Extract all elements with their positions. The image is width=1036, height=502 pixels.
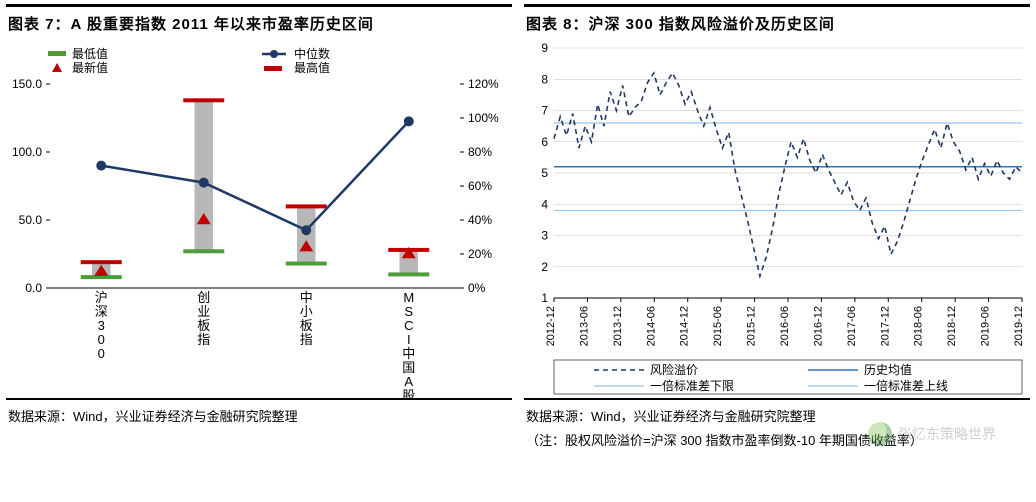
svg-text:M: M [403,290,414,305]
svg-text:2012-12: 2012-12 [545,306,557,346]
svg-text:2018-12: 2018-12 [946,306,958,346]
svg-text:2013-06: 2013-06 [578,306,590,346]
wechat-icon [868,422,892,446]
svg-text:0.0: 0.0 [25,281,42,295]
svg-text:最新值: 最新值 [72,60,108,75]
svg-text:历史均值: 历史均值 [864,362,912,377]
chart-left: 最低值最新值 中位数最高值 0.0 50.0 100.0 150.0 0% 20% 40% 60%… [6,38,512,398]
svg-text:6: 6 [541,135,548,149]
svg-text:最低值: 最低值 [72,46,108,61]
svg-text:60%: 60% [468,179,492,193]
svg-text:股: 股 [402,388,415,398]
svg-text:C: C [404,318,413,333]
svg-text:风险溢价: 风险溢价 [650,362,698,377]
svg-text:0%: 0% [468,281,486,295]
svg-text:4: 4 [541,197,548,211]
svg-text:3: 3 [541,229,548,243]
svg-text:一倍标准差下限: 一倍标准差下限 [650,378,734,393]
svg-text:国: 国 [402,360,415,375]
svg-text:50.0: 50.0 [19,213,43,227]
svg-text:中位数: 中位数 [294,46,330,61]
svg-text:5: 5 [541,166,548,180]
svg-text:150.0: 150.0 [12,77,42,91]
svg-text:创: 创 [197,290,210,305]
svg-text:2019-06: 2019-06 [980,306,992,346]
svg-text:120%: 120% [468,77,499,91]
svg-text:2015-06: 2015-06 [712,306,724,346]
svg-text:80%: 80% [468,145,492,159]
source-left: 数据来源：Wind，兴业证券经济与金融研究院整理 [6,398,512,427]
svg-text:2016-12: 2016-12 [812,306,824,346]
svg-text:中: 中 [402,346,415,361]
svg-text:3: 3 [98,318,105,333]
title-right: 图表 8：沪深 300 指数风险溢价及历史区间 [524,4,1030,38]
svg-text:2013-12: 2013-12 [612,306,624,346]
svg-text:最高值: 最高值 [294,60,330,75]
title-left: 图表 7：A 股重要指数 2011 年以来市盈率历史区间 [6,4,512,38]
panel-right: 图表 8：沪深 300 指数风险溢价及历史区间 1 2 3 4 5 6 7 8 9 2012-12… [518,0,1036,458]
svg-text:0: 0 [98,346,105,361]
svg-text:指: 指 [300,332,313,347]
watermark-text: 张忆东策略世界 [898,424,996,444]
svg-text:9: 9 [541,41,548,55]
svg-text:2017-06: 2017-06 [846,306,858,346]
svg-text:100.0: 100.0 [12,145,42,159]
svg-text:2017-12: 2017-12 [879,306,891,346]
svg-text:沪: 沪 [95,290,108,305]
svg-text:板: 板 [300,318,313,333]
svg-text:业: 业 [197,304,210,319]
svg-text:100%: 100% [468,111,499,125]
svg-text:深: 深 [95,304,108,319]
svg-text:40%: 40% [468,213,492,227]
svg-text:0: 0 [98,332,105,347]
svg-text:A: A [404,374,413,389]
svg-text:1: 1 [541,291,548,305]
chart-right: 1 2 3 4 5 6 7 8 9 2012-12 2013-06 2013-12 2014-06 201… [524,38,1030,398]
svg-text:小: 小 [300,304,313,319]
svg-text:20%: 20% [468,247,492,261]
svg-text:8: 8 [541,72,548,86]
svg-text:指: 指 [197,332,210,347]
svg-text:2019-12: 2019-12 [1013,306,1025,346]
watermark: 张忆东策略世界 [868,422,996,446]
svg-text:2015-12: 2015-12 [746,306,758,346]
svg-text:2: 2 [541,260,548,274]
svg-text:I: I [407,332,411,347]
svg-text:S: S [404,304,413,319]
svg-text:中: 中 [300,290,313,305]
svg-text:2014-06: 2014-06 [645,306,657,346]
svg-text:7: 7 [541,104,548,118]
svg-text:一倍标准差上线: 一倍标准差上线 [864,378,948,393]
panel-left: 图表 7：A 股重要指数 2011 年以来市盈率历史区间 最低值最新值 中位数最高… [0,0,518,458]
svg-text:2016-06: 2016-06 [779,306,791,346]
svg-text:板: 板 [197,318,210,333]
svg-text:2014-12: 2014-12 [679,306,691,346]
svg-text:2018-06: 2018-06 [913,306,925,346]
figure-pair: 图表 7：A 股重要指数 2011 年以来市盈率历史区间 最低值最新值 中位数最高… [0,0,1036,458]
